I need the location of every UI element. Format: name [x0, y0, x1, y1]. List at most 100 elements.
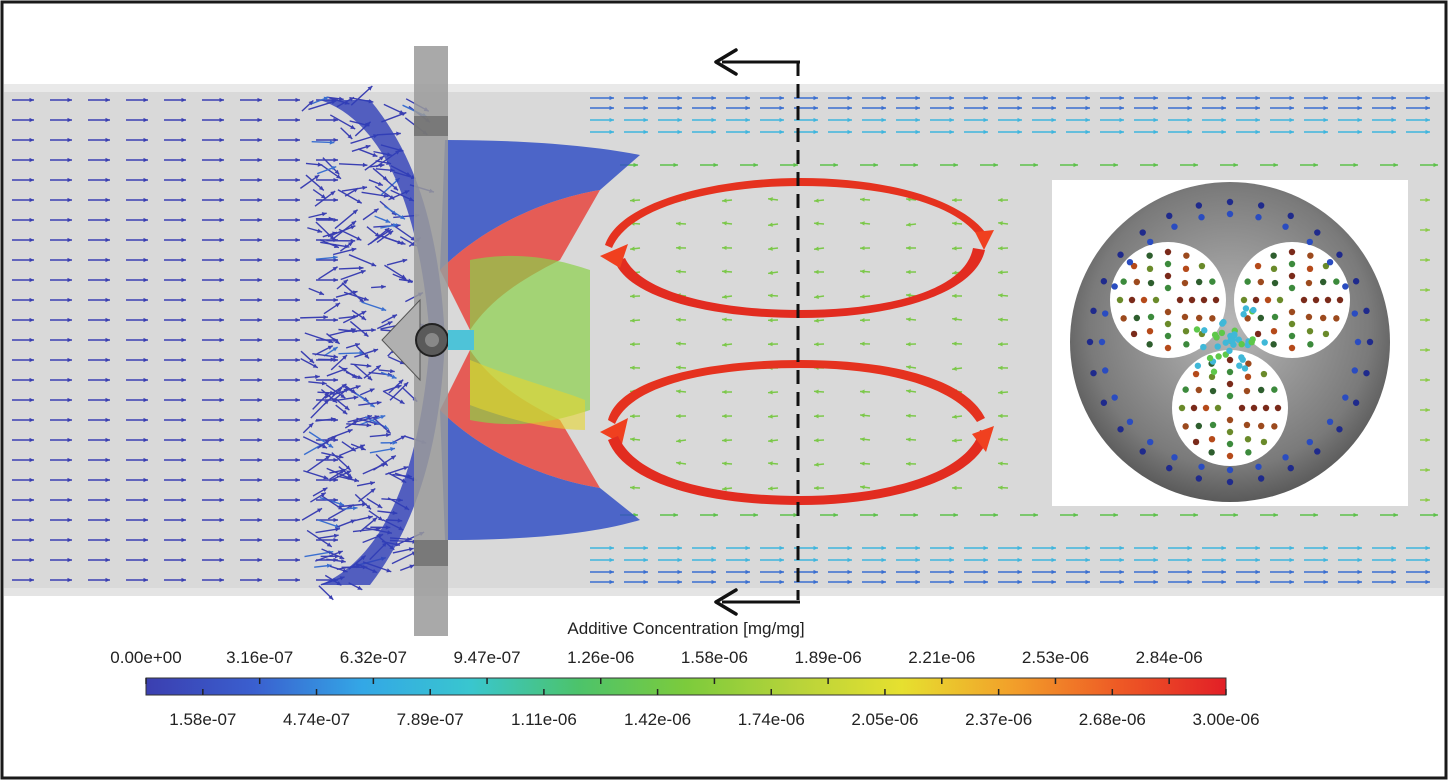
- inset-dot: [1177, 297, 1183, 303]
- inset-dot: [1165, 333, 1171, 339]
- inset-dot: [1238, 354, 1244, 360]
- inset-dot: [1147, 266, 1153, 272]
- inset-dot: [1238, 341, 1244, 347]
- inset-dot: [1353, 278, 1359, 284]
- inset-dot: [1153, 297, 1159, 303]
- colorbar-label-top: 2.53e-06: [1022, 648, 1089, 668]
- inset-dot: [1227, 357, 1233, 363]
- inset-dot: [1140, 448, 1146, 454]
- inset-dot: [1320, 315, 1326, 321]
- inset-dot: [1129, 297, 1135, 303]
- colorbar-title: Additive Concentration [mg/mg]: [0, 619, 1372, 639]
- nozzle-tip: [448, 330, 474, 350]
- colorbar-label-bottom: 4.74e-07: [283, 710, 350, 730]
- inset-dot: [1289, 321, 1295, 327]
- inset-dot: [1333, 278, 1339, 284]
- inset-dot: [1101, 400, 1107, 406]
- colorbar: [146, 678, 1226, 695]
- inset-dot: [1117, 252, 1123, 258]
- pipe-wall-bottom: [4, 588, 1444, 596]
- inset-dot: [1261, 339, 1267, 345]
- inset-dot: [1166, 213, 1172, 219]
- inset-hole-left: [1110, 242, 1226, 358]
- inset-dot: [1255, 214, 1261, 220]
- inset-dot: [1148, 314, 1154, 320]
- inset-dot: [1227, 453, 1233, 459]
- inset-dot: [1165, 309, 1171, 315]
- inset-dot: [1314, 229, 1320, 235]
- inset-dot: [1227, 381, 1233, 387]
- inset-dot: [1251, 405, 1257, 411]
- inset-dot: [1258, 202, 1264, 208]
- plate-band-top: [414, 116, 448, 136]
- inset-dot: [1196, 315, 1202, 321]
- inset-dot: [1182, 423, 1188, 429]
- inset-dot: [1363, 370, 1369, 376]
- inset-dot: [1243, 305, 1249, 311]
- inset-dot: [1307, 239, 1313, 245]
- inset-dot: [1239, 405, 1245, 411]
- inset-dot: [1147, 328, 1153, 334]
- inset-dot: [1227, 369, 1233, 375]
- inset-dot: [1201, 327, 1207, 333]
- inset-dot: [1306, 314, 1312, 320]
- inset-dot: [1134, 315, 1140, 321]
- colorbar-gradient: [146, 678, 1226, 695]
- inset-dot: [1250, 307, 1256, 313]
- inset-dot: [1101, 278, 1107, 284]
- inset-dot: [1342, 283, 1348, 289]
- inset-dot: [1248, 339, 1254, 345]
- inset-dot: [1087, 339, 1093, 345]
- inset-dot: [1307, 341, 1313, 347]
- inset-dot: [1289, 333, 1295, 339]
- inset-dot: [1363, 308, 1369, 314]
- colorbar-label-bottom: 1.58e-07: [169, 710, 236, 730]
- inset-dot: [1258, 387, 1264, 393]
- inset-dot: [1196, 475, 1202, 481]
- inset-dot: [1245, 449, 1251, 455]
- inset-dot: [1258, 423, 1264, 429]
- inset-hole-bottom: [1172, 350, 1288, 466]
- inset-dot: [1241, 297, 1247, 303]
- inset-dot: [1227, 417, 1233, 423]
- colorbar-label-bottom: 2.37e-06: [965, 710, 1032, 730]
- colorbar-label-bottom: 3.00e-06: [1192, 710, 1259, 730]
- inset-dot: [1245, 374, 1251, 380]
- inset-dot: [1227, 211, 1233, 217]
- inset-dot: [1127, 259, 1133, 265]
- inset-dot: [1223, 339, 1229, 345]
- inset-dot: [1196, 202, 1202, 208]
- inset-dot: [1313, 297, 1319, 303]
- inset-dot: [1336, 252, 1342, 258]
- inset-dot: [1131, 331, 1137, 337]
- inset-dot: [1210, 388, 1216, 394]
- inset-dot: [1182, 386, 1188, 392]
- inset-dot: [1227, 429, 1233, 435]
- inset-dot: [1227, 393, 1233, 399]
- inset-dot: [1367, 339, 1373, 345]
- inset-dot: [1282, 223, 1288, 229]
- inset-dot: [1289, 273, 1295, 279]
- inset-dot: [1090, 370, 1096, 376]
- inset-dot: [1220, 319, 1226, 325]
- inset-dot: [1209, 436, 1215, 442]
- colorbar-label-bottom: 2.68e-06: [1079, 710, 1146, 730]
- inset-dot: [1196, 279, 1202, 285]
- inset-dot: [1272, 314, 1278, 320]
- inset-dot: [1271, 423, 1277, 429]
- inset-dot: [1320, 279, 1326, 285]
- inset-dot: [1147, 439, 1153, 445]
- inset-dot: [1336, 426, 1342, 432]
- inset-dot: [1323, 331, 1329, 337]
- inset-dot: [1255, 464, 1261, 470]
- inset-dot: [1289, 261, 1295, 267]
- inset-dot: [1333, 315, 1339, 321]
- inset-dot: [1183, 328, 1189, 334]
- inset-dot: [1198, 214, 1204, 220]
- inset-dot: [1307, 252, 1313, 258]
- inset-dot: [1134, 279, 1140, 285]
- inset-dot: [1258, 315, 1264, 321]
- inset-dot: [1117, 426, 1123, 432]
- colorbar-label-top: 1.89e-06: [795, 648, 862, 668]
- inset-dot: [1289, 285, 1295, 291]
